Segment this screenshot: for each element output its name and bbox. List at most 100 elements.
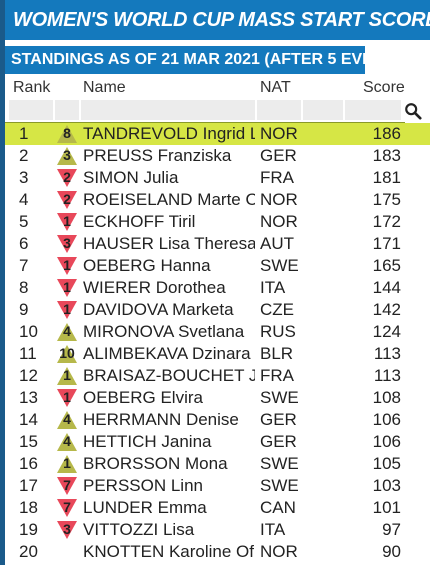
- score-value: 183: [372, 146, 401, 165]
- rank-change-value: 3: [63, 147, 71, 163]
- nation-code: FRA: [260, 366, 294, 385]
- standings-subtitle: STANDINGS AS OF 21 MAR 2021 (AFTER 5 EVE…: [5, 46, 365, 74]
- table-row[interactable]: 12 1 BRAISAZ-BOUCHET Ju... FRA 113: [5, 365, 430, 387]
- triangle-down-icon: [57, 389, 77, 407]
- rank-change-value: 2: [63, 169, 71, 185]
- rank-down-icon: 3: [57, 233, 79, 255]
- triangle-up-icon: [57, 323, 77, 341]
- nation-code: GER: [260, 432, 297, 451]
- score-value: 181: [372, 168, 401, 187]
- triangle-up-icon: [57, 433, 77, 451]
- column-header-name[interactable]: Name: [83, 79, 126, 96]
- rank-change-value: 4: [63, 411, 71, 427]
- rank-down-icon: 2: [57, 167, 79, 189]
- table-row[interactable]: 5 1 ECKHOFF Tiril NOR 172: [5, 211, 430, 233]
- athlete-name: SIMON Julia: [83, 168, 179, 187]
- table-row[interactable]: 1 8 TANDREVOLD Ingrid L... NOR 186: [5, 123, 430, 145]
- rank-up-icon: 4: [57, 321, 79, 343]
- filter-extra[interactable]: [303, 100, 343, 120]
- triangle-up-icon: [57, 367, 77, 385]
- triangle-up-icon: [57, 411, 77, 429]
- rank-cell: 4: [19, 190, 29, 209]
- table-row[interactable]: 6 3 HAUSER Lisa Theresa AUT 171: [5, 233, 430, 255]
- column-header-score[interactable]: Score: [363, 79, 405, 96]
- score-value: 124: [372, 322, 401, 341]
- rank-change-value: 3: [63, 235, 71, 251]
- athlete-name: BRORSSON Mona: [83, 454, 228, 473]
- rank-change-value: 4: [63, 323, 71, 339]
- athlete-name: WIERER Dorothea: [83, 278, 226, 297]
- rank-change-value: 4: [63, 433, 71, 449]
- rank-change-value: 7: [63, 499, 71, 515]
- search-icon[interactable]: [404, 102, 422, 120]
- column-headers: Rank Name NAT Score: [5, 78, 430, 98]
- table-row[interactable]: 2 3 PREUSS Franziska GER 183: [5, 145, 430, 167]
- filter-score[interactable]: [345, 100, 401, 120]
- triangle-down-icon: [57, 477, 77, 495]
- table-row[interactable]: 9 1 DAVIDOVA Marketa CZE 142: [5, 299, 430, 321]
- filter-name[interactable]: [81, 100, 255, 120]
- table-row[interactable]: 4 2 ROEISELAND Marte Ol... NOR 175: [5, 189, 430, 211]
- nation-code: SWE: [260, 256, 299, 275]
- triangle-down-icon: [57, 499, 77, 517]
- table-row[interactable]: 11 10 ALIMBEKAVA Dzinara BLR 113: [5, 343, 430, 365]
- table-row[interactable]: 17 7 PERSSON Linn SWE 103: [5, 475, 430, 497]
- rank-change-cell: [57, 541, 79, 563]
- table-row[interactable]: 10 4 MIRONOVA Svetlana RUS 124: [5, 321, 430, 343]
- nation-code: SWE: [260, 388, 299, 407]
- table-row[interactable]: 19 3 VITTOZZI Lisa ITA 97: [5, 519, 430, 541]
- table-row[interactable]: 18 7 LUNDER Emma CAN 101: [5, 497, 430, 519]
- table-row[interactable]: 14 4 HERRMANN Denise GER 106: [5, 409, 430, 431]
- page-title: WOMEN'S WORLD CUP MASS START SCORE: [5, 0, 430, 40]
- athlete-name: DAVIDOVA Marketa: [83, 300, 234, 319]
- rank-change-value: 7: [63, 477, 71, 493]
- standings-table: 1 8 TANDREVOLD Ingrid L... NOR 186 2 3 PREUSS F…: [5, 123, 430, 563]
- triangle-up-icon: [57, 125, 77, 143]
- filter-rank[interactable]: [9, 100, 53, 120]
- score-value: 171: [372, 234, 401, 253]
- athlete-name: OEBERG Elvira: [83, 388, 203, 407]
- rank-down-icon: 7: [57, 475, 79, 497]
- rank-up-icon: 4: [57, 431, 79, 453]
- rank-change-value: 8: [63, 125, 71, 141]
- score-value: 101: [372, 498, 401, 517]
- table-row[interactable]: 16 1 BRORSSON Mona SWE 105: [5, 453, 430, 475]
- rank-up-icon: 1: [57, 365, 79, 387]
- rank-cell: 2: [19, 146, 29, 165]
- score-value: 186: [372, 124, 401, 143]
- triangle-down-icon: [57, 191, 77, 209]
- table-row[interactable]: 8 1 WIERER Dorothea ITA 144: [5, 277, 430, 299]
- header-divider: [5, 122, 405, 123]
- nation-code: NOR: [260, 190, 298, 209]
- score-value: 97: [382, 520, 401, 539]
- rank-change-value: 1: [63, 389, 71, 405]
- rank-cell: 12: [19, 366, 38, 385]
- rank-change-value: 1: [63, 213, 71, 229]
- athlete-name: HERRMANN Denise: [83, 410, 239, 429]
- nation-code: ITA: [260, 278, 286, 297]
- triangle-down-icon: [57, 235, 77, 253]
- nation-code: GER: [260, 410, 297, 429]
- rank-cell: 15: [19, 432, 38, 451]
- score-value: 175: [372, 190, 401, 209]
- rank-cell: 17: [19, 476, 38, 495]
- filter-nat[interactable]: [257, 100, 301, 120]
- rank-up-icon: 8: [57, 123, 79, 145]
- athlete-name: HAUSER Lisa Theresa: [83, 234, 255, 253]
- triangle-up-icon: [57, 345, 77, 363]
- triangle-down-icon: [57, 521, 77, 539]
- column-header-rank[interactable]: Rank: [13, 79, 51, 96]
- table-row[interactable]: 20 KNOTTEN Karoline Of... NOR 90: [5, 541, 430, 563]
- rank-down-icon: 1: [57, 299, 79, 321]
- table-row[interactable]: 7 1 OEBERG Hanna SWE 165: [5, 255, 430, 277]
- table-row[interactable]: 13 1 OEBERG Elvira SWE 108: [5, 387, 430, 409]
- rank-cell: 5: [19, 212, 29, 231]
- athlete-name: HETTICH Janina: [83, 432, 212, 451]
- table-row[interactable]: 15 4 HETTICH Janina GER 106: [5, 431, 430, 453]
- table-row[interactable]: 3 2 SIMON Julia FRA 181: [5, 167, 430, 189]
- score-value: 105: [372, 454, 401, 473]
- filter-change[interactable]: [55, 100, 79, 120]
- column-header-nat[interactable]: NAT: [260, 79, 291, 96]
- nation-code: SWE: [260, 476, 299, 495]
